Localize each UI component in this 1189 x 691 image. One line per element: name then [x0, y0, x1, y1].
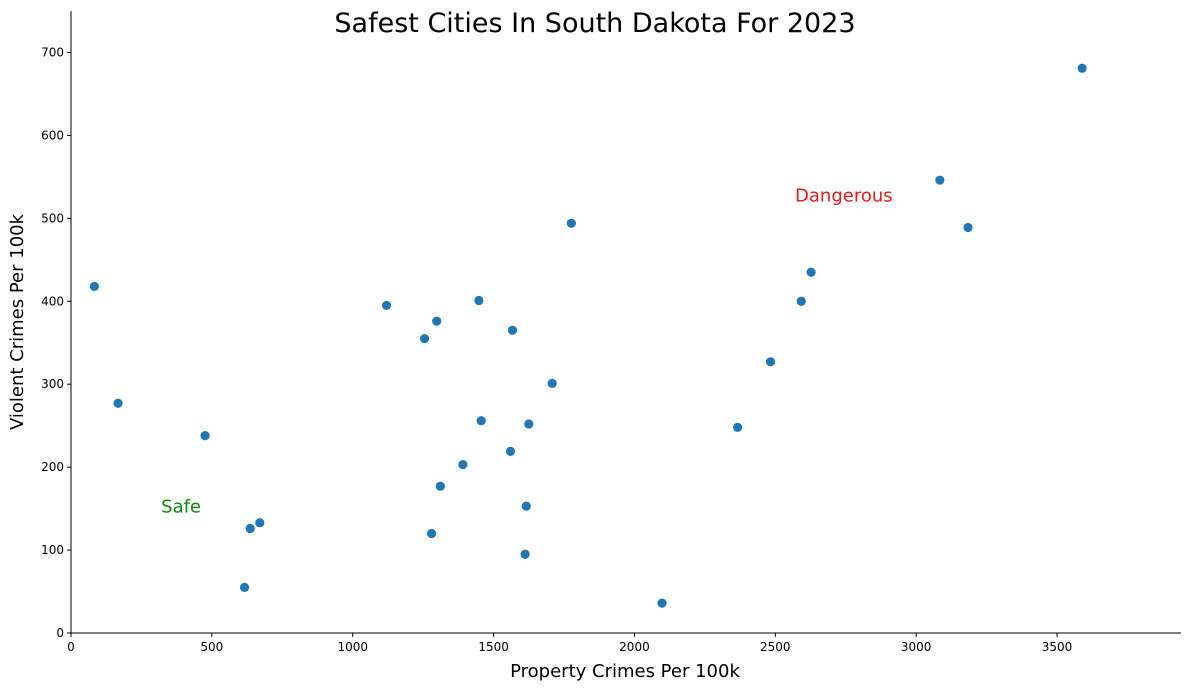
data-point: [432, 316, 442, 326]
data-point: [381, 300, 392, 311]
data-point: [657, 598, 667, 608]
data-point: [474, 295, 484, 306]
y-axis-label: Violent Crimes Per 100k: [7, 213, 28, 430]
chart-title: Safest Cities In South Dakota For 2023: [334, 8, 855, 39]
data-point: [507, 325, 518, 335]
y-tick-label: 600: [41, 128, 64, 142]
y-tick-label: 300: [41, 377, 64, 391]
data-point: [89, 281, 99, 291]
x-tick-label: 1000: [337, 640, 368, 654]
data-point: [935, 175, 945, 185]
y-axis-ticks: 0 100 200 300 400 500 600 700: [41, 45, 71, 640]
data-point: [113, 398, 123, 408]
x-tick-label: 2500: [760, 640, 791, 654]
x-tick-label: 500: [200, 640, 223, 654]
x-axis-ticks: 0 500 1000 1500 2000 2500 3000 3500: [67, 633, 1072, 654]
data-point: [963, 222, 973, 233]
data-point: [521, 501, 531, 511]
x-tick-label: 2000: [619, 640, 650, 654]
data-point: [245, 523, 255, 534]
annotations: Dangerous Safe: [161, 186, 892, 518]
data-point: [239, 582, 250, 592]
y-tick-label: 700: [41, 45, 64, 59]
data-point: [732, 422, 743, 432]
data-point: [765, 357, 776, 367]
y-tick-label: 500: [41, 211, 64, 225]
data-point: [796, 296, 806, 306]
y-tick-label: 200: [41, 460, 64, 474]
data-point: [806, 267, 816, 277]
data-point: [419, 333, 430, 344]
y-tick-label: 0: [56, 626, 64, 640]
x-tick-label: 0: [67, 640, 75, 654]
data-point: [505, 446, 516, 456]
annotation-safe: Safe: [161, 497, 201, 518]
data-point: [458, 460, 468, 470]
x-tick-label: 1500: [478, 640, 509, 654]
data-point: [524, 419, 534, 429]
data-point: [427, 528, 437, 539]
data-point: [435, 481, 445, 491]
x-tick-label: 3500: [1042, 640, 1073, 654]
x-axis-label: Property Crimes Per 100k: [510, 661, 740, 682]
data-point: [1077, 63, 1087, 73]
data-point: [476, 416, 486, 426]
data-point: [200, 431, 210, 441]
data-point: [255, 518, 265, 528]
y-tick-label: 400: [41, 294, 64, 308]
annotation-dangerous: Dangerous: [795, 186, 893, 207]
data-points: [89, 63, 1087, 608]
data-point: [547, 378, 557, 388]
data-point: [520, 549, 530, 559]
x-tick-label: 3000: [901, 640, 932, 654]
y-tick-label: 100: [41, 543, 64, 557]
data-point: [566, 218, 576, 228]
